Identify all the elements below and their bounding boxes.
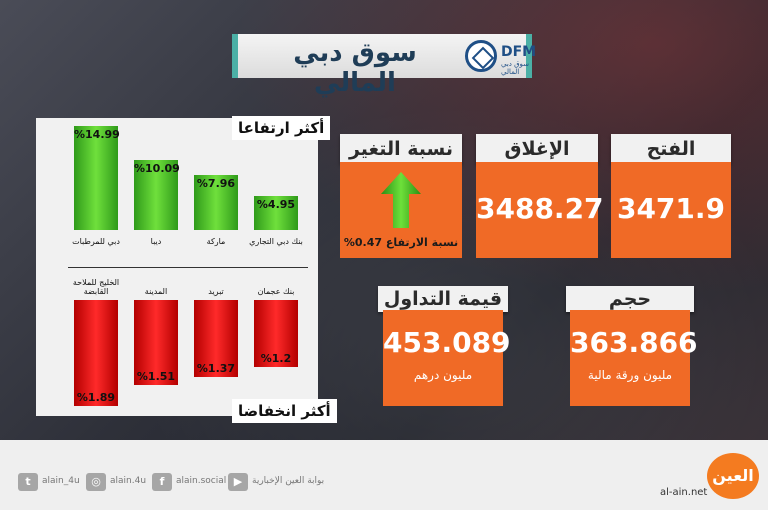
loser-bar <box>254 300 298 368</box>
losers-label: أكثر انخفاضا <box>232 399 337 423</box>
loser-bar <box>134 300 178 385</box>
site-url[interactable]: al-ain.net <box>660 487 708 498</box>
volume-label: حجم التداولات <box>566 286 694 336</box>
gainer-bar <box>194 174 238 230</box>
facebook-icon[interactable]: f <box>152 473 172 491</box>
footer <box>0 440 768 510</box>
change-label: نسبة التغير <box>340 134 462 164</box>
gainer-name-label: بنك دبي التجاري <box>249 237 303 246</box>
loser-name-label: الخليج للملاحة القابضة <box>72 278 120 296</box>
gainer-name-label: ماركة <box>206 237 226 246</box>
turnover-value: 453.089 <box>383 326 511 359</box>
gainer-name-label: ديبا <box>150 237 162 246</box>
volume-unit: مليون ورقة مالية <box>587 368 673 382</box>
close-label: الإغلاق <box>476 134 598 164</box>
turnover-unit: مليون درهم <box>413 368 473 382</box>
gainer-bar <box>134 159 178 230</box>
facebook-handle[interactable]: alain.social <box>176 476 227 486</box>
youtube-icon[interactable]: ▶ <box>228 473 248 491</box>
dfm-logo: DFM سوق دبي المالي <box>465 40 545 76</box>
open-value: 3471.9 <box>616 192 726 225</box>
loser-name-label: تبريد <box>208 287 224 296</box>
youtube-handle[interactable]: بوابة العين الإخبارية <box>252 476 325 486</box>
gainer-name-label: دبي للمرطبات <box>72 237 120 246</box>
loser-name-label: بنك عجمان <box>257 287 295 296</box>
page-title: سوق دبي المالي <box>293 38 417 98</box>
loser-value-label: %1.89 <box>76 391 116 404</box>
turnover-label: قيمة التداول <box>378 286 508 312</box>
twitter-icon[interactable]: t <box>18 473 38 491</box>
gainer-value-label: %10.09 <box>134 161 180 175</box>
loser-bar <box>194 300 238 377</box>
loser-bar <box>74 300 118 406</box>
close-value: 3488.27 <box>476 192 604 225</box>
gainer-bar <box>74 126 118 230</box>
gainer-bar <box>254 195 298 230</box>
gainers-label: أكثر ارتفاعا <box>232 116 331 140</box>
instagram-icon[interactable]: ◎ <box>86 473 106 491</box>
open-label: الفتح <box>611 134 731 164</box>
dfm-emblem-icon <box>465 40 497 72</box>
loser-name-label: المدينة <box>144 287 168 296</box>
instagram-handle[interactable]: alain.4u <box>110 476 147 486</box>
change-value: نسبة الارتفاع 0.47% <box>343 236 459 249</box>
al-ain-logo: العين <box>707 453 759 499</box>
loser-value-label: %1.37 <box>196 361 236 375</box>
loser-value-label: %1.2 <box>260 352 292 366</box>
chart-divider <box>68 267 308 268</box>
gainer-value-label: %14.99 <box>74 128 120 141</box>
gainer-value-label: %4.95 <box>256 197 296 211</box>
twitter-handle[interactable]: alain_4u <box>42 476 80 486</box>
volume-value: 363.866 <box>570 326 698 359</box>
loser-value-label: %1.51 <box>136 369 176 383</box>
gainer-value-label: %7.96 <box>196 176 236 190</box>
up-arrow-icon <box>381 172 421 228</box>
